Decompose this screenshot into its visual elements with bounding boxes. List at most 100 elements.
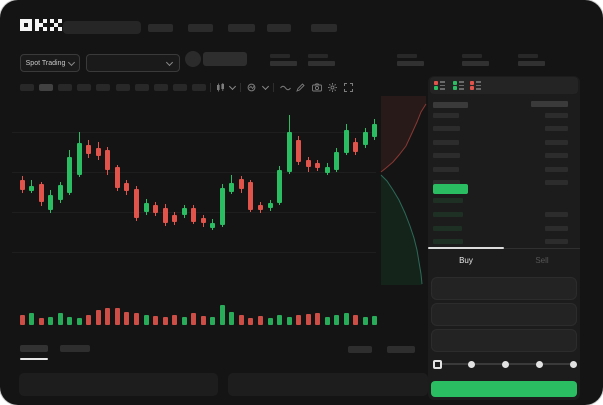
divider (273, 83, 274, 92)
nav-item-placeholder[interactable] (188, 24, 213, 32)
volume-bar (305, 314, 311, 325)
last-price-bar (433, 184, 468, 194)
candle-wick (326, 163, 328, 175)
camera-icon[interactable] (312, 83, 322, 92)
nav-item-placeholder[interactable] (148, 24, 173, 32)
ask-price-bar[interactable] (433, 139, 459, 145)
ask-price-bar[interactable] (433, 153, 460, 159)
ask-price-bar[interactable] (433, 180, 460, 185)
candle-wick (212, 219, 214, 230)
buy-submit-button[interactable] (431, 381, 577, 397)
chevron-down-icon[interactable] (261, 82, 270, 91)
price-input[interactable] (431, 277, 577, 300)
search-input[interactable] (63, 21, 141, 34)
logo-letter-x (50, 19, 62, 31)
bid-amount-bar (545, 239, 568, 245)
orderbook-combined-icon[interactable] (434, 80, 445, 91)
logo-letter-k (35, 19, 47, 31)
slider-step-dot[interactable] (570, 360, 577, 368)
ask-price-bar[interactable] (433, 113, 459, 118)
bottom-tab-active[interactable] (20, 345, 48, 352)
candle (95, 148, 101, 157)
nav-item-placeholder[interactable] (228, 24, 255, 32)
candle-wick (126, 180, 128, 196)
candle-wick (298, 135, 300, 165)
candle (143, 203, 149, 212)
indicators-icon[interactable] (247, 83, 257, 92)
market-type-dropdown[interactable]: Spot Trading (20, 54, 80, 72)
chevron-down-icon (165, 58, 174, 66)
fullscreen-icon[interactable] (344, 83, 353, 92)
volume-bar (315, 313, 321, 325)
ticker-stat-value (397, 61, 424, 66)
candle (219, 188, 225, 226)
candle-wick (269, 199, 271, 212)
bottom-action-placeholder[interactable] (387, 346, 415, 353)
timeframe-button[interactable] (135, 84, 149, 91)
candle-type-icon[interactable] (216, 83, 225, 92)
orderbook-bids-icon[interactable] (453, 80, 464, 91)
candle (19, 180, 25, 190)
slider-step-dot[interactable] (536, 360, 543, 368)
candle (248, 181, 254, 211)
timeframe-button[interactable] (58, 84, 72, 91)
volume-bar (124, 312, 130, 325)
candle (114, 166, 120, 188)
chevron-down-icon[interactable] (228, 82, 237, 91)
ask-amount-bar (545, 139, 568, 145)
slider-step-dot[interactable] (468, 360, 475, 368)
candle-wick (116, 165, 118, 191)
bid-price-bar[interactable] (433, 225, 462, 231)
draw-tools-icon[interactable] (296, 83, 305, 92)
timeframe-button[interactable] (192, 84, 206, 91)
amount-slider[interactable] (428, 356, 580, 372)
bid-price-bar[interactable] (433, 211, 463, 217)
candle-wick (88, 140, 90, 158)
timeframe-button[interactable] (173, 84, 187, 91)
timeframe-button[interactable] (154, 84, 168, 91)
nav-item-placeholder[interactable] (267, 24, 291, 32)
volume-bar (162, 317, 168, 325)
settings-gear-icon[interactable] (328, 83, 337, 92)
volume-bar (267, 318, 273, 325)
orders-panel-left (19, 373, 218, 396)
amount-input[interactable] (431, 303, 577, 326)
slider-handle[interactable] (433, 359, 442, 369)
bid-price-bar[interactable] (433, 239, 463, 245)
tab-buy[interactable]: Buy (459, 256, 473, 265)
candle (229, 182, 235, 192)
timeframe-button[interactable] (20, 84, 34, 91)
timeframe-button[interactable] (116, 84, 130, 91)
slider-step-dot[interactable] (502, 360, 509, 368)
candle-wick (155, 202, 157, 216)
timeframe-button[interactable] (77, 84, 91, 91)
candle (200, 218, 206, 223)
bid-price-bar[interactable] (433, 198, 463, 203)
candle-wick (307, 157, 309, 172)
tab-sell[interactable]: Sell (535, 256, 549, 265)
total-input[interactable] (431, 329, 577, 352)
candle-wick (59, 181, 61, 204)
volume-bar (153, 316, 159, 325)
bottom-action-placeholder[interactable] (348, 346, 372, 353)
bottom-tab[interactable] (60, 345, 90, 352)
ask-price-bar[interactable] (433, 126, 460, 132)
ask-amount-bar (545, 153, 568, 159)
volume-bar (210, 317, 216, 325)
candle-wick (107, 147, 109, 175)
timeframe-button[interactable] (96, 84, 110, 91)
orderbook-header-price (433, 102, 468, 108)
orderbook-asks-icon[interactable] (470, 80, 481, 91)
candle-wick (240, 175, 242, 194)
bid-amount-bar (545, 211, 568, 217)
nav-item-placeholder[interactable] (311, 24, 337, 32)
timeframe-button[interactable] (39, 84, 53, 91)
bottom-tab-underline (20, 358, 48, 360)
ask-price-bar[interactable] (433, 166, 459, 172)
candle (38, 183, 44, 203)
volume-bar (362, 317, 368, 325)
candle (162, 207, 168, 223)
line-style-icon[interactable] (280, 84, 291, 91)
pair-dropdown[interactable] (86, 54, 180, 72)
